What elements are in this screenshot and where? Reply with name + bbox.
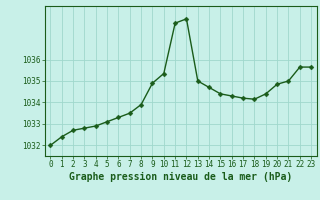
X-axis label: Graphe pression niveau de la mer (hPa): Graphe pression niveau de la mer (hPa) [69,172,292,182]
